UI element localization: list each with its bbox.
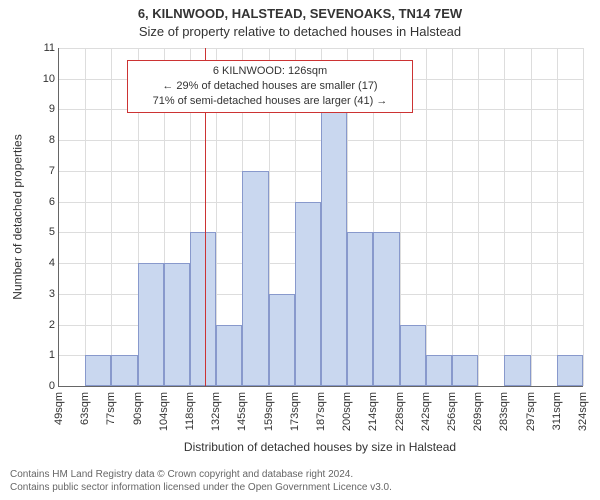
x-tick-label: 256sqm	[446, 392, 458, 431]
histogram-bar	[111, 355, 137, 386]
x-tick-label: 187sqm	[315, 392, 327, 431]
annotation-line: 71% of semi-detached houses are larger (…	[134, 94, 406, 109]
x-tick-label: 311sqm	[551, 392, 563, 430]
histogram-bar	[138, 263, 164, 386]
x-tick-label: 297sqm	[525, 392, 537, 431]
x-axis-label: Distribution of detached houses by size …	[58, 440, 582, 454]
histogram-bar	[373, 232, 399, 386]
x-tick-label: 269sqm	[472, 392, 484, 431]
gridline-v	[478, 48, 479, 386]
x-tick-label: 173sqm	[289, 392, 301, 431]
x-tick-label: 77sqm	[105, 392, 117, 425]
histogram-bar	[426, 355, 452, 386]
x-tick-label: 200sqm	[341, 392, 353, 431]
y-tick-label: 10	[33, 73, 55, 85]
y-tick-label: 3	[33, 288, 55, 300]
x-tick-label: 90sqm	[132, 392, 144, 425]
x-tick-label: 104sqm	[158, 392, 170, 431]
histogram-bar	[164, 263, 190, 386]
title-subtitle: Size of property relative to detached ho…	[0, 24, 600, 39]
annotation-line: ← 29% of detached houses are smaller (17…	[134, 79, 406, 94]
x-tick-label: 214sqm	[367, 392, 379, 431]
gridline-v	[557, 48, 558, 386]
x-tick-label: 283sqm	[498, 392, 510, 431]
x-tick-label: 228sqm	[394, 392, 406, 431]
histogram-bar	[504, 355, 530, 386]
histogram-bar	[242, 171, 268, 386]
annotation-line: 6 KILNWOOD: 126sqm	[134, 64, 406, 79]
gridline-v	[452, 48, 453, 386]
gridline-v	[583, 48, 584, 386]
histogram-bar	[400, 325, 426, 386]
footer-line1: Contains HM Land Registry data © Crown c…	[10, 468, 392, 481]
x-tick-label: 159sqm	[263, 392, 275, 431]
y-tick-label: 8	[33, 134, 55, 146]
y-tick-label: 11	[33, 42, 55, 54]
plot-area: 0123456789101149sqm63sqm77sqm90sqm104sqm…	[58, 48, 583, 387]
x-tick-label: 145sqm	[236, 392, 248, 431]
y-tick-label: 4	[33, 257, 55, 269]
y-tick-label: 5	[33, 226, 55, 238]
gridline-v	[426, 48, 427, 386]
x-tick-label: 324sqm	[577, 392, 589, 431]
x-tick-label: 63sqm	[79, 392, 91, 425]
histogram-bar	[557, 355, 583, 386]
gridline-v	[85, 48, 86, 386]
x-tick-label: 118sqm	[184, 392, 196, 430]
histogram-bar	[347, 232, 373, 386]
gridline-v	[504, 48, 505, 386]
histogram-bar	[295, 202, 321, 386]
y-tick-label: 7	[33, 165, 55, 177]
plot-wrap: 0123456789101149sqm63sqm77sqm90sqm104sqm…	[58, 48, 582, 386]
y-axis-label: Number of detached properties	[10, 48, 26, 386]
histogram-bar	[190, 232, 216, 386]
histogram-bar	[321, 109, 347, 386]
y-tick-label: 0	[33, 380, 55, 392]
histogram-bar	[216, 325, 242, 386]
gridline-v	[531, 48, 532, 386]
y-tick-label: 1	[33, 349, 55, 361]
y-tick-label: 2	[33, 319, 55, 331]
y-tick-label: 6	[33, 196, 55, 208]
x-tick-label: 242sqm	[420, 392, 432, 431]
x-tick-label: 49sqm	[53, 392, 65, 425]
title-address: 6, KILNWOOD, HALSTEAD, SEVENOAKS, TN14 7…	[0, 6, 600, 21]
chart-container: 6, KILNWOOD, HALSTEAD, SEVENOAKS, TN14 7…	[0, 0, 600, 500]
gridline-v	[111, 48, 112, 386]
y-tick-label: 9	[33, 103, 55, 115]
histogram-bar	[269, 294, 295, 386]
footer-attribution: Contains HM Land Registry data © Crown c…	[10, 468, 392, 494]
x-tick-label: 132sqm	[210, 392, 222, 431]
histogram-bar	[452, 355, 478, 386]
footer-line2: Contains public sector information licen…	[10, 481, 392, 494]
histogram-bar	[85, 355, 111, 386]
annotation-box: 6 KILNWOOD: 126sqm← 29% of detached hous…	[127, 60, 413, 113]
